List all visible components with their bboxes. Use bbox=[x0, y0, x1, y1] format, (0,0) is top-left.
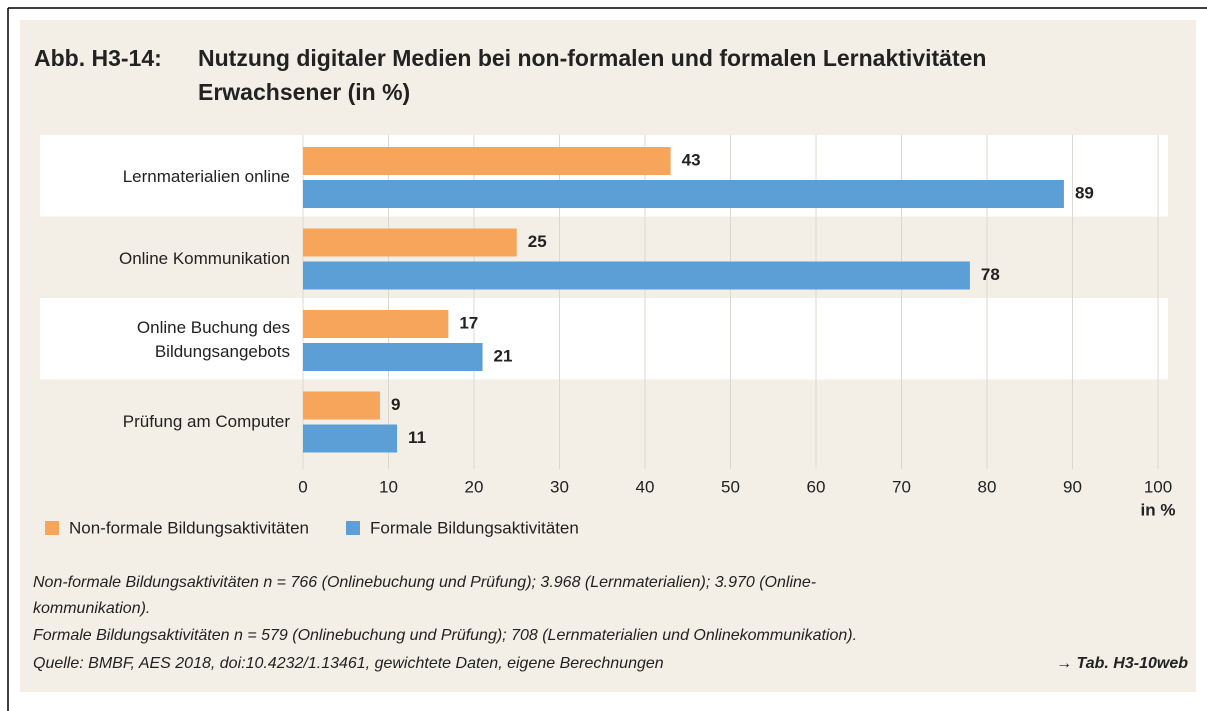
chart-title: Erwachsener (in %) bbox=[198, 79, 410, 105]
footnote: Formale Bildungsaktivitäten n = 579 (Onl… bbox=[33, 627, 857, 644]
x-tick-label: 0 bbox=[298, 477, 307, 496]
bar bbox=[303, 180, 1064, 208]
x-tick-label: 60 bbox=[807, 477, 826, 496]
x-tick-label: 10 bbox=[379, 477, 398, 496]
value-label: 11 bbox=[408, 428, 426, 447]
footnote: Non-formale Bildungsaktivitäten n = 766 … bbox=[33, 574, 816, 591]
bar bbox=[303, 310, 449, 338]
title-label: Abb. H3-14: bbox=[34, 45, 162, 71]
category-label: Online Kommunikation bbox=[118, 248, 290, 268]
value-label: 21 bbox=[494, 346, 513, 365]
legend-label: Non-formale Bildungsaktivitäten bbox=[69, 518, 309, 537]
value-label: 9 bbox=[391, 395, 400, 414]
x-tick-label: 30 bbox=[550, 477, 569, 496]
x-tick-label: 40 bbox=[636, 477, 655, 496]
category-label: Prüfung am Computer bbox=[122, 411, 290, 431]
x-tick-label: 70 bbox=[892, 477, 911, 496]
row-band bbox=[40, 298, 1168, 380]
x-tick-label: 20 bbox=[465, 477, 484, 496]
chart-title: Nutzung digitaler Medien bei non-formale… bbox=[198, 45, 986, 71]
value-label: 43 bbox=[682, 150, 701, 169]
value-label: 78 bbox=[981, 265, 1000, 284]
x-tick-label: 100 bbox=[1144, 477, 1172, 496]
x-tick-label: 80 bbox=[978, 477, 997, 496]
legend-swatch bbox=[45, 521, 59, 535]
category-label: Online Buchung des Bildungsangebots bbox=[136, 318, 290, 361]
value-label: 25 bbox=[528, 232, 547, 251]
x-tick-label: 50 bbox=[721, 477, 740, 496]
bar bbox=[303, 261, 970, 290]
value-label: 17 bbox=[459, 313, 478, 332]
legend-swatch bbox=[346, 521, 361, 535]
footnote: kommunikation). bbox=[33, 600, 150, 617]
legend-label: Formale Bildungsaktivitäten bbox=[370, 518, 579, 537]
category-label: Lernmaterialien online bbox=[122, 167, 290, 186]
bar bbox=[303, 424, 398, 453]
reference: → Tab. H3-10web bbox=[1056, 655, 1188, 672]
source: Quelle: BMBF, AES 2018, doi:10.4232/1.13… bbox=[33, 655, 664, 672]
bar bbox=[303, 391, 380, 420]
x-tick-label: 90 bbox=[1063, 477, 1082, 496]
bar bbox=[303, 228, 517, 257]
bar bbox=[303, 147, 671, 175]
bar bbox=[303, 343, 483, 371]
value-label: 89 bbox=[1075, 183, 1094, 202]
x-unit-label: in % bbox=[1141, 500, 1176, 519]
